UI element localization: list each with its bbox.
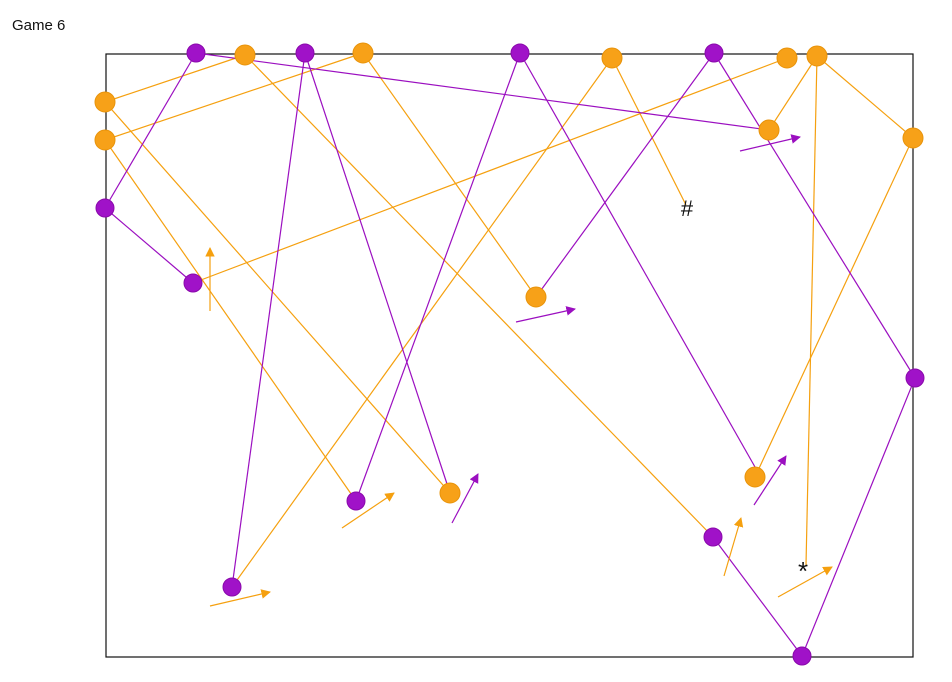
hash-marker: # [681,196,694,221]
orange-arrows [205,247,833,607]
purple-arrows [451,134,801,524]
orange-links [104,52,914,588]
purple-links [104,52,916,657]
frame [105,53,914,658]
purple-pieces [95,43,925,666]
game-title: Game 6 [12,17,65,34]
star-marker: * [798,556,808,586]
orange-pieces [94,42,924,504]
